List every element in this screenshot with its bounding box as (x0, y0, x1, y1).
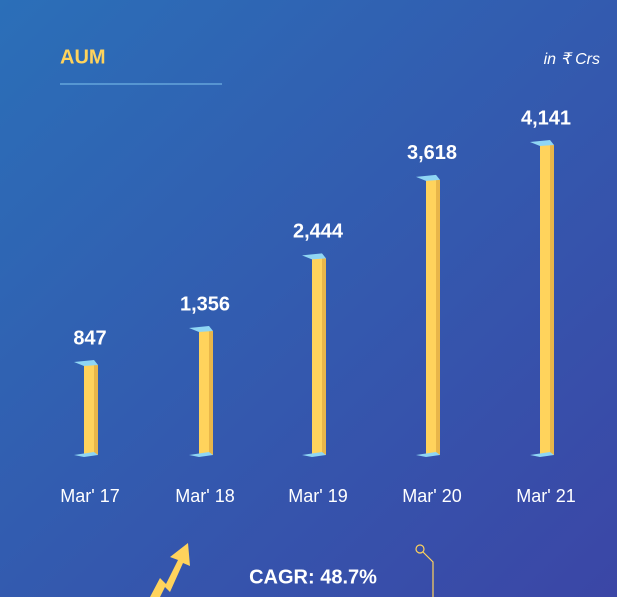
value-label: 847 (73, 327, 106, 349)
value-label: 3,618 (407, 142, 457, 164)
bar-bottom-cap (302, 452, 326, 457)
bar-top-cap (302, 253, 326, 260)
arrow-icon (150, 543, 190, 597)
bar-side (550, 144, 554, 455)
chart-title: AUM (60, 46, 106, 68)
bar-bottom-cap (74, 452, 98, 457)
bar-bottom-cap (530, 452, 554, 457)
x-tick-label: Mar' 18 (175, 486, 234, 506)
value-label: 2,444 (293, 221, 344, 243)
connector-line (422, 551, 434, 597)
x-tick-label: Mar' 19 (288, 486, 347, 506)
annotation: CAGR: 48.7% (249, 566, 377, 588)
x-tick-label: Mar' 20 (402, 486, 461, 506)
bar-bottom-cap (189, 452, 213, 457)
x-tick-label: Mar' 17 (60, 486, 119, 506)
bar-top-cap (530, 139, 554, 146)
value-label: 4,141 (521, 107, 571, 129)
bar-side (209, 331, 213, 455)
bar-bottom-cap (416, 452, 440, 457)
value-label: 1,356 (180, 293, 230, 315)
subtitle: in ₹ Crs (544, 51, 600, 68)
bar-side (322, 258, 326, 455)
bar-top-cap (189, 326, 213, 333)
x-tick-label: Mar' 21 (516, 486, 575, 506)
bar-side (436, 179, 440, 455)
connector-dot (415, 544, 425, 554)
bar-top-cap (74, 360, 98, 367)
bar-top-cap (416, 174, 440, 181)
bar-side (94, 365, 98, 455)
